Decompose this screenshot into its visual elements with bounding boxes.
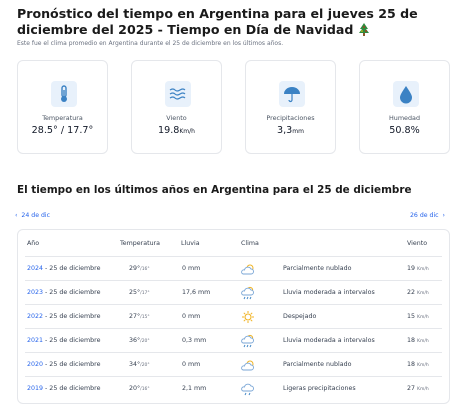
row-date: 2024 - 25 de diciembre — [27, 265, 101, 272]
row-temperature: 20°/16° — [129, 385, 150, 392]
history-heading: El tiempo en los últimos años en Argenti… — [17, 184, 412, 196]
table-row: 2019 - 25 de diciembre 20°/16° 2,1 mm Li… — [18, 376, 442, 400]
row-rain: 0,3 mm — [182, 337, 207, 344]
row-sky: Despejado — [283, 313, 317, 320]
row-sky: Lluvia moderada a intervalos — [283, 337, 375, 344]
row-sky: Parcialmente nublado — [283, 361, 352, 368]
rain-cloud-icon — [240, 285, 256, 304]
table-row: 2024 - 25 de diciembre 29°/16° 0 mm Parc… — [18, 256, 442, 280]
table-row: 2021 - 25 de diciembre 36°/20° 0,3 mm Ll… — [18, 328, 442, 352]
umbrella-icon — [279, 81, 305, 107]
year-link[interactable]: 2023 — [27, 289, 44, 296]
previous-day-link[interactable]: ‹ 24 de dic — [15, 212, 51, 219]
year-link[interactable]: 2021 — [27, 337, 44, 344]
page-title: Pronóstico del tiempo en Argentina para … — [17, 6, 449, 40]
row-sky: Lluvia moderada a intervalos — [283, 289, 375, 296]
year-link[interactable]: 2020 — [27, 361, 44, 368]
row-wind: 19 Km/h — [407, 265, 429, 272]
table-row: 2023 - 25 de diciembre 25°/17° 17,6 mm L… — [18, 280, 442, 304]
humidity-card: Humedad 50.8% — [359, 60, 450, 154]
light-rain-icon — [240, 381, 256, 400]
year-link[interactable]: 2022 — [27, 313, 44, 320]
year-link[interactable]: 2024 — [27, 265, 44, 272]
drop-icon — [393, 81, 419, 107]
row-temperature: 27°/15° — [129, 313, 150, 320]
row-wind: 18 Km/h — [407, 337, 429, 344]
christmas-tree-icon — [358, 23, 370, 40]
row-date: 2022 - 25 de diciembre — [27, 313, 101, 320]
precipitation-card: Precipitaciones 3,3mm — [245, 60, 336, 154]
row-wind: 22 Km/h — [407, 289, 429, 296]
row-temperature: 34°/20° — [129, 361, 150, 368]
row-wind: 15 Km/h — [407, 313, 429, 320]
row-rain: 0 mm — [182, 361, 201, 368]
table-row: 2022 - 25 de diciembre 27°/15° 0 mm Desp… — [18, 304, 442, 328]
partly-cloudy-icon — [240, 261, 256, 280]
row-date: 2023 - 25 de diciembre — [27, 289, 101, 296]
row-wind: 27 Km/h — [407, 385, 429, 392]
card-value: 50.8% — [389, 125, 420, 136]
row-rain: 0 mm — [182, 265, 201, 272]
card-label: Viento — [166, 114, 187, 122]
card-value: 19.8Km/h — [158, 125, 195, 136]
col-header-sky: Clima — [241, 240, 259, 247]
wind-card: Viento 19.8Km/h — [131, 60, 222, 154]
row-rain: 2,1 mm — [182, 385, 207, 392]
rain-cloud-icon — [240, 333, 256, 352]
col-header-year: Año — [27, 240, 40, 247]
history-table: Año Temperatura Lluvia Clima Viento 2024… — [17, 229, 450, 404]
card-value: 28.5° / 17.7° — [31, 125, 94, 136]
temperature-card: Temperatura 28.5° / 17.7° — [17, 60, 108, 154]
row-date: 2020 - 25 de diciembre — [27, 361, 101, 368]
row-date: 2019 - 25 de diciembre — [27, 385, 101, 392]
wind-icon — [165, 81, 191, 107]
card-label: Humedad — [388, 114, 421, 122]
row-temperature: 25°/17° — [129, 289, 150, 296]
year-link[interactable]: 2019 — [27, 385, 44, 392]
row-temperature: 29°/16° — [129, 265, 150, 272]
row-sky: Parcialmente nublado — [283, 265, 352, 272]
partly-cloudy-icon — [240, 357, 256, 376]
thermometer-icon — [51, 81, 77, 107]
row-wind: 18 Km/h — [407, 361, 429, 368]
row-rain: 0 mm — [182, 313, 201, 320]
col-header-rain: Lluvia — [181, 240, 200, 247]
table-row: 2020 - 25 de diciembre 34°/20° 0 mm Parc… — [18, 352, 442, 376]
sun-icon — [240, 309, 256, 328]
col-header-wind: Viento — [407, 240, 428, 247]
chevron-right-icon: › — [442, 212, 445, 219]
next-day-link[interactable]: 26 de dic › — [409, 212, 445, 219]
chevron-left-icon: ‹ — [15, 212, 18, 219]
col-header-temperature: Temperatura — [120, 240, 161, 247]
card-label: Temperatura — [42, 114, 83, 122]
card-label: Precipitaciones — [266, 114, 315, 122]
card-value: 3,3mm — [277, 125, 304, 136]
row-sky: Ligeras precipitaciones — [283, 385, 356, 392]
page-subtitle: Este fue el clima promedio en Argentina … — [17, 40, 284, 47]
row-rain: 17,6 mm — [182, 289, 211, 296]
row-temperature: 36°/20° — [129, 337, 150, 344]
row-date: 2021 - 25 de diciembre — [27, 337, 101, 344]
